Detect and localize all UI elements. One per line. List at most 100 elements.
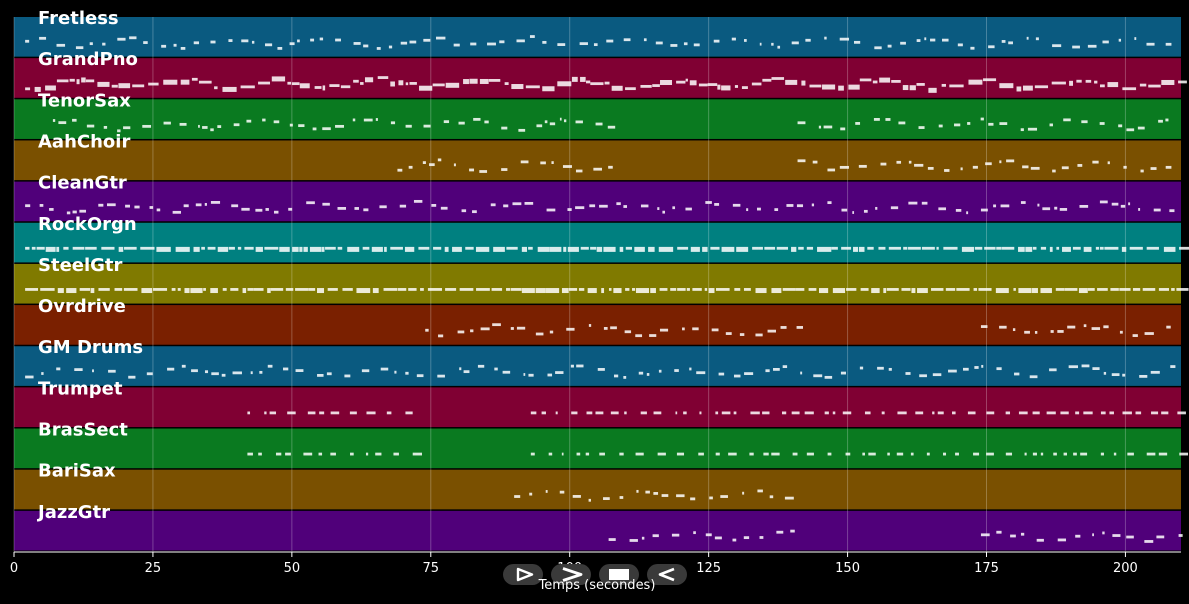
note-mark [1140,169,1144,173]
play-button[interactable] [503,564,543,585]
note-mark [501,168,508,171]
note-mark [689,367,692,371]
stop-button[interactable] [599,564,639,585]
note-mark [557,43,566,46]
note-mark [394,370,397,374]
note-mark [755,333,763,337]
note-mark [1170,365,1176,368]
note-mark [623,376,627,379]
track-label: GM Drums [38,337,143,358]
note-mark [1076,79,1082,83]
note-mark [579,42,588,46]
note-mark [999,122,1008,125]
note-mark [221,373,226,377]
note-mark [943,246,958,250]
note-mark [797,159,806,163]
note-mark [510,288,522,291]
rewind-button[interactable] [647,564,687,585]
note-mark [819,288,829,294]
track-lane [14,387,1181,428]
note-mark [960,167,963,171]
track-label: RockOrgn [38,214,137,235]
note-mark [222,288,227,291]
note-mark [1052,169,1056,173]
note-mark [314,86,322,89]
note-mark [349,411,357,415]
note-mark [908,201,918,205]
note-mark [823,125,833,129]
note-mark [270,288,284,291]
note-mark [398,288,407,291]
note-mark [613,288,622,294]
note-mark [1059,208,1068,211]
note-mark [422,161,426,165]
note-mark [980,533,990,537]
note-mark [698,452,704,456]
note-mark [682,327,685,331]
note-mark [777,45,781,49]
note-mark [102,42,106,46]
note-mark [459,367,462,371]
note-mark [1080,452,1088,456]
note-mark [931,288,944,291]
note-mark [839,165,849,169]
stop-icon [609,569,629,580]
note-mark [299,246,303,252]
rewind-icon [658,567,675,582]
note-mark [75,46,84,50]
note-mark [31,246,36,250]
note-mark [56,79,69,83]
note-mark [25,39,30,43]
note-mark [319,37,324,41]
note-mark [967,122,971,125]
note-mark [686,288,690,291]
note-mark [210,40,216,44]
note-mark [198,124,200,128]
note-mark [1040,288,1052,294]
note-mark [325,246,336,250]
note-mark [1100,411,1106,415]
note-mark [812,160,818,164]
track-label: CleanGtr [38,173,127,194]
note-mark [860,288,869,291]
note-mark [1092,160,1099,164]
note-mark [704,288,708,291]
note-mark [335,124,345,128]
note-mark [1150,370,1160,374]
note-mark [247,288,254,291]
note-mark [808,288,817,291]
note-mark [549,122,556,126]
note-mark [1067,325,1076,329]
note-mark [530,411,537,415]
note-mark [143,41,148,44]
fast-forward-button[interactable] [551,564,591,585]
note-mark [786,204,794,207]
note-mark [623,205,628,208]
note-mark [914,163,924,167]
note-mark [363,208,369,212]
note-mark [521,246,528,252]
note-mark [1142,288,1156,291]
x-tick-label: 50 [284,561,301,576]
note-mark [108,369,116,373]
note-mark [608,165,613,169]
note-mark [1163,246,1176,252]
note-mark [657,452,666,456]
x-tick-label: 175 [974,561,999,576]
note-mark [1025,246,1033,252]
note-mark [641,536,645,540]
note-mark [791,246,797,252]
note-mark [103,125,108,129]
note-mark [941,38,949,42]
note-mark [603,246,616,252]
note-mark [210,288,218,294]
note-mark [488,79,501,82]
note-mark [529,492,533,496]
note-mark [63,246,69,250]
note-mark [714,536,722,540]
note-mark [625,87,636,91]
note-mark [705,201,712,204]
note-mark [397,168,403,172]
note-mark [713,39,720,43]
note-mark [610,326,617,330]
